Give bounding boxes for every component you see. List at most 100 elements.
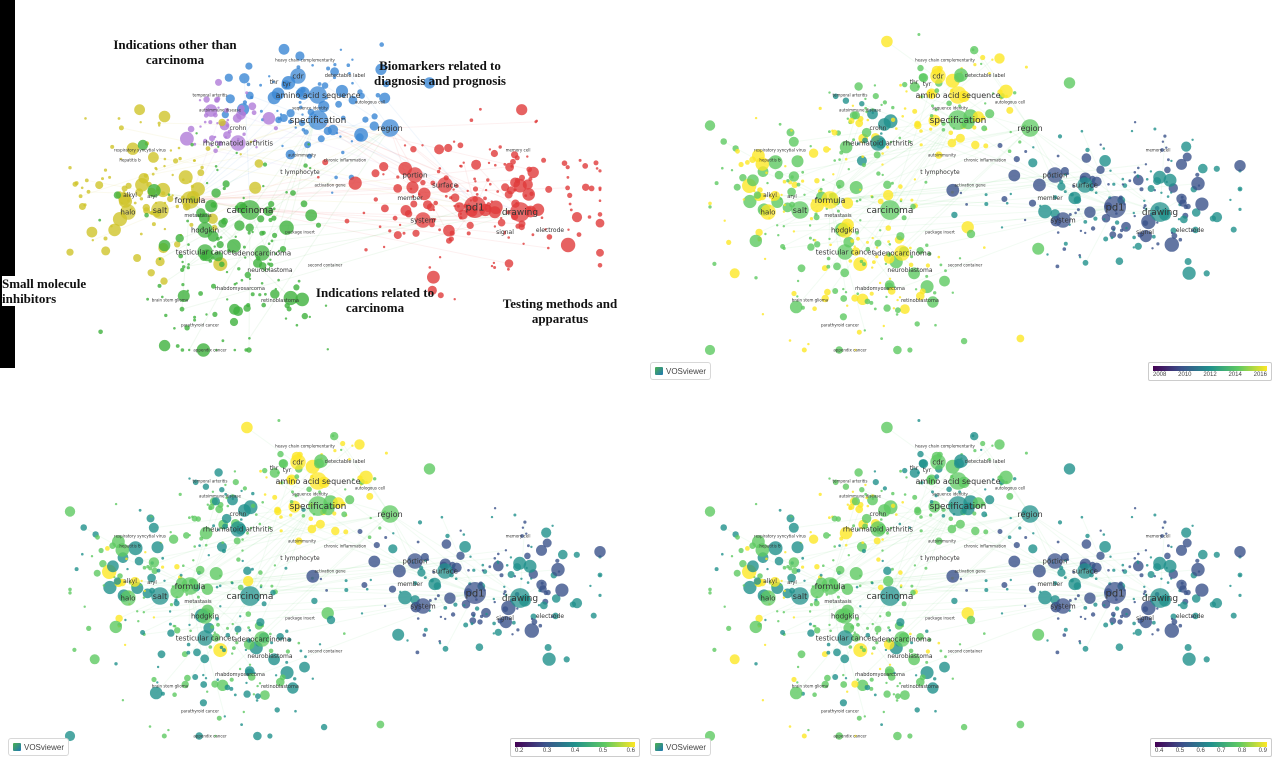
network-node[interactable]	[884, 262, 888, 266]
network-node[interactable]	[833, 648, 841, 657]
network-node[interactable]	[565, 185, 570, 191]
network-node[interactable]	[344, 588, 349, 592]
network-node[interactable]	[1066, 172, 1070, 176]
network-node[interactable]	[472, 186, 479, 192]
network-node[interactable]	[203, 96, 210, 103]
network-node[interactable]	[927, 296, 939, 308]
network-node[interactable]	[738, 161, 744, 168]
network-node[interactable]	[739, 174, 747, 182]
hub-node[interactable]	[930, 454, 946, 470]
network-node[interactable]	[895, 699, 899, 702]
network-node[interactable]	[1121, 607, 1131, 618]
network-node[interactable]	[883, 304, 891, 312]
network-node[interactable]	[245, 223, 254, 232]
network-node[interactable]	[295, 323, 299, 327]
network-node[interactable]	[981, 511, 988, 518]
network-node[interactable]	[248, 102, 257, 111]
network-node[interactable]	[819, 573, 823, 577]
network-node[interactable]	[246, 347, 252, 353]
network-node[interactable]	[293, 284, 300, 291]
network-node[interactable]	[138, 194, 142, 198]
network-node[interactable]	[196, 208, 206, 218]
network-node[interactable]	[520, 534, 524, 538]
network-node[interactable]	[446, 237, 452, 244]
network-node[interactable]	[901, 115, 904, 118]
network-node[interactable]	[503, 230, 506, 234]
network-node[interactable]	[249, 526, 253, 530]
network-node[interactable]	[268, 262, 274, 268]
network-node[interactable]	[927, 637, 932, 642]
network-node[interactable]	[123, 643, 127, 647]
network-node[interactable]	[903, 493, 907, 496]
network-node[interactable]	[443, 606, 448, 610]
network-node[interactable]	[919, 143, 923, 147]
network-node[interactable]	[213, 251, 223, 262]
network-node[interactable]	[268, 526, 272, 529]
network-node[interactable]	[332, 75, 337, 80]
network-node[interactable]	[1153, 556, 1167, 570]
network-node[interactable]	[937, 255, 941, 259]
network-node[interactable]	[274, 506, 281, 514]
network-node[interactable]	[1133, 214, 1136, 218]
network-node[interactable]	[83, 203, 87, 207]
network-node[interactable]	[1005, 94, 1008, 98]
network-node[interactable]	[142, 203, 150, 212]
network-node[interactable]	[898, 570, 903, 575]
network-node[interactable]	[941, 514, 946, 518]
network-node[interactable]	[196, 343, 211, 357]
network-node[interactable]	[1209, 601, 1216, 608]
network-node[interactable]	[807, 342, 810, 346]
network-node[interactable]	[809, 217, 814, 221]
network-node[interactable]	[958, 643, 962, 646]
network-node[interactable]	[208, 259, 213, 263]
network-node[interactable]	[423, 576, 427, 580]
network-node[interactable]	[272, 232, 278, 238]
hub-node[interactable]	[240, 200, 260, 220]
network-node[interactable]	[1033, 564, 1046, 578]
network-node[interactable]	[86, 625, 92, 631]
network-node[interactable]	[892, 307, 896, 310]
network-node[interactable]	[881, 538, 884, 541]
network-node[interactable]	[763, 257, 767, 261]
network-node[interactable]	[216, 96, 221, 101]
network-node[interactable]	[204, 104, 218, 117]
network-node[interactable]	[276, 633, 284, 641]
network-node[interactable]	[850, 239, 855, 243]
network-node[interactable]	[988, 458, 991, 461]
network-node[interactable]	[219, 645, 224, 650]
network-node[interactable]	[193, 142, 197, 146]
network-node[interactable]	[148, 725, 152, 728]
hub-node[interactable]	[1104, 582, 1126, 604]
network-node[interactable]	[243, 500, 258, 515]
network-node[interactable]	[256, 618, 265, 627]
network-node[interactable]	[588, 185, 595, 192]
network-node[interactable]	[344, 488, 347, 491]
network-node[interactable]	[209, 135, 215, 142]
network-node[interactable]	[481, 569, 485, 572]
network-node[interactable]	[888, 629, 892, 632]
network-node[interactable]	[113, 577, 122, 585]
network-node[interactable]	[951, 677, 954, 680]
network-node[interactable]	[782, 225, 785, 228]
hub-node[interactable]	[230, 135, 246, 151]
network-node[interactable]	[888, 277, 892, 280]
network-node[interactable]	[148, 522, 159, 533]
network-node[interactable]	[273, 126, 278, 131]
network-node[interactable]	[231, 497, 234, 501]
network-node[interactable]	[459, 529, 462, 532]
hub-node[interactable]	[837, 608, 853, 624]
network-node[interactable]	[747, 174, 759, 187]
network-node[interactable]	[888, 663, 892, 666]
network-node[interactable]	[258, 293, 262, 297]
network-node[interactable]	[997, 143, 1003, 148]
network-node[interactable]	[863, 715, 866, 718]
network-node[interactable]	[745, 160, 750, 165]
network-node[interactable]	[413, 581, 418, 586]
network-node[interactable]	[299, 649, 303, 653]
network-node[interactable]	[475, 193, 479, 196]
network-node[interactable]	[985, 495, 995, 505]
network-node[interactable]	[253, 671, 256, 675]
network-node[interactable]	[1016, 720, 1025, 729]
network-node[interactable]	[286, 475, 294, 484]
network-node[interactable]	[242, 196, 245, 200]
